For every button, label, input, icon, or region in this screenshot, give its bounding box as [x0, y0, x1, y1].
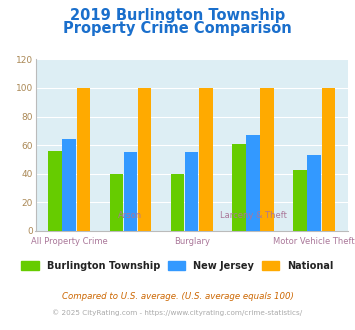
Bar: [199, 88, 213, 231]
Text: All Property Crime: All Property Crime: [31, 237, 108, 246]
Bar: [138, 88, 151, 231]
Text: Arson: Arson: [118, 211, 142, 220]
Bar: [171, 174, 184, 231]
Bar: [246, 135, 260, 231]
Legend: Burlington Township, New Jersey, National: Burlington Township, New Jersey, Nationa…: [22, 261, 333, 271]
Text: 2019 Burlington Township: 2019 Burlington Township: [70, 8, 285, 23]
Text: Property Crime Comparison: Property Crime Comparison: [63, 21, 292, 36]
Bar: [293, 170, 307, 231]
Bar: [62, 140, 76, 231]
Bar: [260, 88, 274, 231]
Text: Larceny & Theft: Larceny & Theft: [219, 211, 286, 220]
Text: Compared to U.S. average. (U.S. average equals 100): Compared to U.S. average. (U.S. average …: [61, 292, 294, 301]
Text: Burglary: Burglary: [174, 237, 210, 246]
Text: © 2025 CityRating.com - https://www.cityrating.com/crime-statistics/: © 2025 CityRating.com - https://www.city…: [53, 310, 302, 316]
Bar: [110, 174, 123, 231]
Bar: [77, 88, 90, 231]
Text: Motor Vehicle Theft: Motor Vehicle Theft: [273, 237, 355, 246]
Bar: [124, 152, 137, 231]
Bar: [48, 151, 62, 231]
Bar: [232, 144, 246, 231]
Bar: [322, 88, 335, 231]
Bar: [307, 155, 321, 231]
Bar: [185, 152, 198, 231]
